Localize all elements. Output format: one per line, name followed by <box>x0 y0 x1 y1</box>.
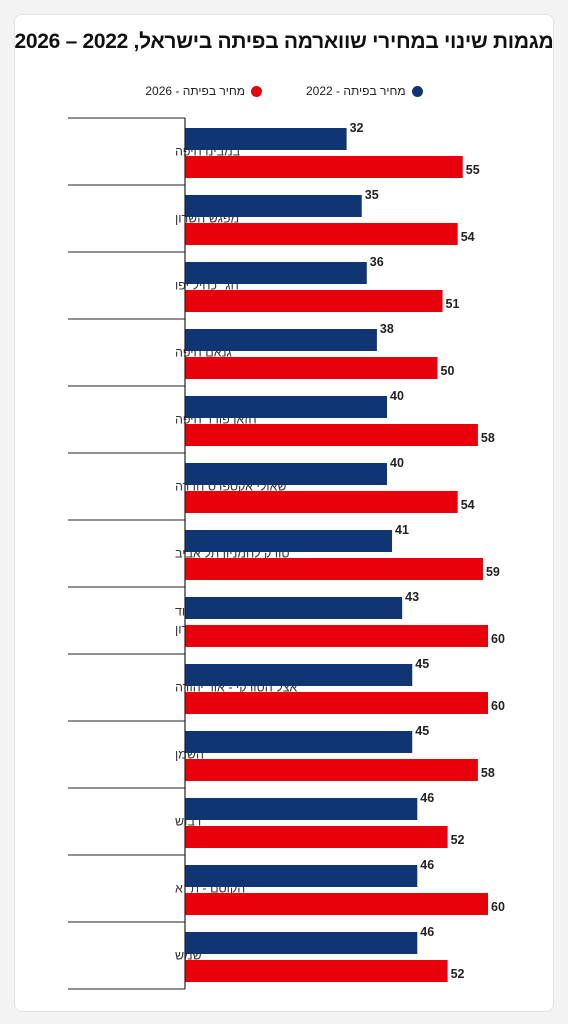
value-label-2026: 60 <box>491 632 505 646</box>
bar-2022 <box>185 597 403 619</box>
value-label-2026: 58 <box>481 431 495 445</box>
value-label-2026: 50 <box>441 364 455 378</box>
value-label-2022: 32 <box>350 121 364 135</box>
value-label-2022: 40 <box>390 389 404 403</box>
value-label-2022: 35 <box>365 188 379 202</box>
value-label-2022: 40 <box>390 456 404 470</box>
bar-2022 <box>185 195 362 217</box>
value-label-2026: 60 <box>491 699 505 713</box>
value-label-2026: 60 <box>491 900 505 914</box>
legend: מחיר בפיתה - 2022 מחיר בפיתה - 2026 <box>0 84 568 98</box>
bar-2026 <box>185 424 478 446</box>
value-label-2022: 41 <box>395 523 409 537</box>
value-label-2026: 58 <box>481 766 495 780</box>
bar-2022 <box>185 664 413 686</box>
bar-2022 <box>185 798 418 820</box>
value-label-2026: 52 <box>451 967 465 981</box>
legend-swatch-2026 <box>251 85 262 97</box>
bar-2022 <box>185 396 387 418</box>
value-label-2026: 54 <box>461 498 475 512</box>
bar-2026 <box>185 290 443 312</box>
value-label-2022: 38 <box>380 322 394 336</box>
value-label-2026: 55 <box>466 163 480 177</box>
value-label-2022: 45 <box>415 724 429 738</box>
bar-2022 <box>185 463 387 485</box>
bar-2022 <box>185 262 367 284</box>
legend-label-2022: מחיר בפיתה - 2022 <box>306 84 406 98</box>
legend-item-2026: מחיר בפיתה - 2026 <box>145 84 262 98</box>
legend-item-2022: מחיר בפיתה - 2022 <box>306 84 423 98</box>
bar-2026 <box>185 960 448 982</box>
bar-2026 <box>185 156 463 178</box>
value-label-2026: 52 <box>451 833 465 847</box>
bar-2022 <box>185 932 418 954</box>
value-label-2022: 46 <box>420 925 434 939</box>
bar-2026 <box>185 893 488 915</box>
bar-2026 <box>185 558 483 580</box>
bar-2026 <box>185 491 458 513</box>
bar-2026 <box>185 692 488 714</box>
legend-label-2026: מחיר בפיתה - 2026 <box>145 84 245 98</box>
value-label-2022: 36 <box>370 255 384 269</box>
value-label-2022: 43 <box>405 590 419 604</box>
bar-2026 <box>185 357 438 379</box>
bar-2022 <box>185 128 347 150</box>
value-label-2022: 46 <box>420 858 434 872</box>
bar-2022 <box>185 731 413 753</box>
bar-2022 <box>185 530 393 552</box>
bar-2026 <box>185 223 458 245</box>
value-label-2026: 59 <box>486 565 500 579</box>
legend-swatch-2022 <box>411 85 423 97</box>
bar-2026 <box>185 625 488 647</box>
bar-2026 <box>185 826 448 848</box>
bar-2022 <box>185 865 418 887</box>
chart-title: מגמות שינוי במחירי שווארמה בפיתה בישראל,… <box>14 30 554 53</box>
value-label-2026: 51 <box>446 297 460 311</box>
bar-2022 <box>185 329 377 351</box>
value-label-2026: 54 <box>461 230 475 244</box>
value-label-2022: 46 <box>420 791 434 805</box>
bar-2026 <box>185 759 478 781</box>
value-label-2022: 45 <box>415 657 429 671</box>
